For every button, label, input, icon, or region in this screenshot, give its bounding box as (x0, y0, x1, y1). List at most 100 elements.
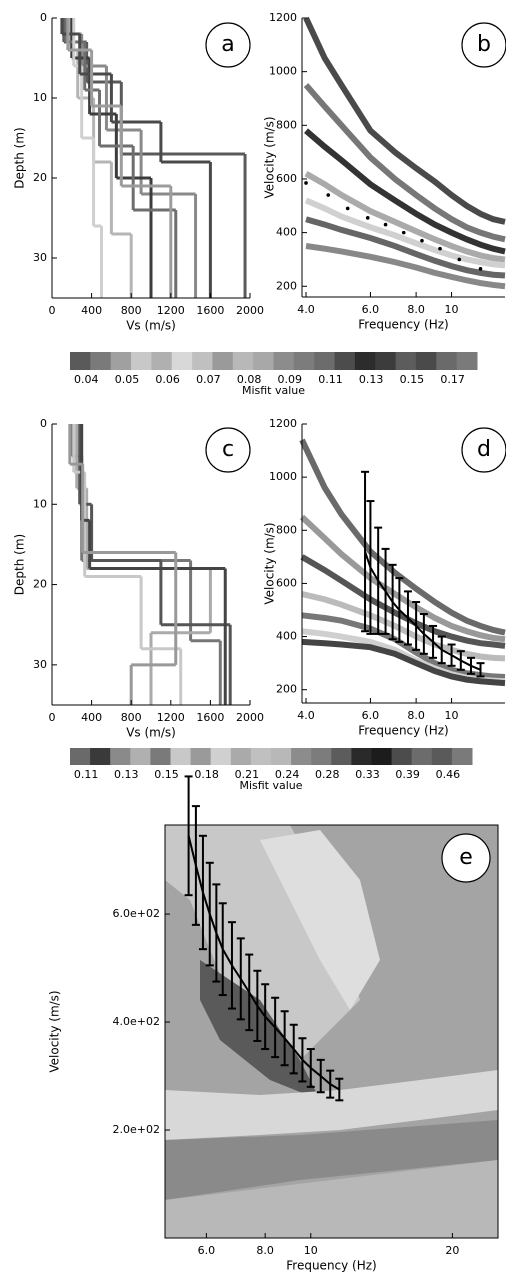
x-tick-label: 2000 (236, 711, 264, 724)
colorbar-cell (90, 748, 111, 765)
y-tick-label: 600 (276, 576, 297, 589)
colorbar-cell (415, 352, 437, 370)
colorbar-cell (110, 352, 132, 370)
x-tick-label: 4.0 (297, 303, 315, 316)
x-axis-label: Vs (m/s) (126, 726, 176, 740)
y-axis-label: Velocity (m/s) (48, 990, 62, 1072)
dispersion-curve (303, 16, 506, 225)
colorbar-cell (150, 748, 171, 765)
colorbar-cell (170, 748, 192, 765)
y-tick-label: 800 (276, 523, 297, 536)
colorbar-label: 0.04 (74, 373, 99, 386)
y-tick-label: 30 (33, 251, 47, 264)
observed-point (345, 206, 350, 211)
y-tick-label: 20 (33, 171, 47, 184)
observed-point (383, 222, 388, 227)
colorbar-cell (253, 352, 274, 370)
x-tick-label: 4.0 (297, 709, 315, 722)
colorbar-label: 0.15 (400, 373, 425, 386)
colorbar-title: Misfit value (239, 779, 302, 792)
panel-label-circle (441, 833, 491, 883)
colorbar-cell (391, 748, 413, 765)
dispersion-curve (304, 128, 506, 255)
y-tick-label: 200 (276, 683, 297, 696)
y-axis-label: Depth (m) (13, 127, 27, 188)
x-tick-label: 1200 (157, 304, 185, 317)
colorbar-cell (375, 352, 397, 370)
colorbar-cell (351, 748, 372, 765)
heatmap-background (165, 825, 498, 1238)
observed-point (420, 238, 424, 243)
colorbar-cell (371, 748, 393, 765)
x-tick-label: 800 (121, 711, 142, 724)
panel-label-circle (205, 22, 251, 68)
y-tick-label: 1000 (269, 470, 297, 483)
colorbar-cell (331, 748, 352, 765)
colorbar-label: 0.24 (275, 768, 300, 781)
panel-label: e (459, 845, 473, 870)
x-tick-label: 10 (304, 1244, 318, 1257)
colorbar-cell (314, 352, 336, 370)
observed-point (365, 216, 370, 220)
colorbar-cell (250, 748, 272, 765)
colorbar-cell (230, 748, 252, 765)
dispersion-curve (303, 83, 506, 243)
x-axis-label: Frequency (Hz) (358, 724, 449, 738)
colorbar-cell (431, 748, 453, 765)
colorbar-cell (395, 352, 417, 370)
y-tick-label: 4.0e+02 (113, 1015, 160, 1028)
y-tick-label: 30 (33, 658, 47, 671)
x-tick-label: 2000 (236, 304, 264, 317)
observed-point (478, 267, 483, 271)
x-axis-label: Frequency (Hz) (358, 318, 449, 332)
y-axis-label: Velocity (m/s) (263, 522, 277, 604)
colorbar-cell (131, 352, 152, 370)
x-tick-label: 400 (81, 304, 102, 317)
colorbar-label: 0.15 (154, 768, 179, 781)
x-tick-label: 8.0 (407, 303, 425, 316)
colorbar-label: 0.21 (235, 768, 260, 781)
colorbar-cell (151, 352, 173, 370)
colorbar-label: 0.07 (196, 373, 221, 386)
colorbar-cell (90, 352, 112, 370)
colorbar-cell (190, 748, 212, 765)
colorbar-cell (293, 352, 315, 370)
dispersion-curve (300, 554, 506, 649)
y-tick-label: 200 (276, 279, 297, 292)
x-tick-label: 6.0 (362, 709, 380, 722)
colorbar-label: 0.33 (355, 768, 380, 781)
x-tick-label: 1600 (196, 304, 224, 317)
x-tick-label: 1200 (157, 711, 185, 724)
panel-label: a (221, 32, 234, 57)
colorbar-label: 0.13 (359, 373, 384, 386)
observed-point (438, 246, 442, 251)
colorbar-label: 0.46 (436, 768, 461, 781)
colorbar-label: 0.28 (315, 768, 340, 781)
y-tick-label: 0 (40, 417, 47, 430)
y-tick-label: 600 (276, 172, 297, 185)
panel-label-circle (461, 22, 506, 68)
dispersion-curve (304, 197, 506, 269)
colorbar-cell (210, 748, 232, 765)
colorbar-cell (171, 352, 193, 370)
x-axis-label: Vs (m/s) (126, 319, 176, 333)
colorbar-cell (192, 352, 213, 370)
colorbar-cell (110, 748, 131, 765)
heatmap-region (200, 960, 320, 1100)
y-tick-label: 1000 (269, 65, 297, 78)
x-tick-label: 20 (445, 1244, 459, 1257)
colorbar-cell (273, 352, 295, 370)
colorbar-cell (232, 352, 254, 370)
x-tick-label: 0 (49, 711, 56, 724)
x-tick-label: 400 (81, 711, 102, 724)
y-tick-label: 0 (40, 11, 47, 24)
observed-point (326, 193, 331, 197)
colorbar-label: 0.06 (155, 373, 180, 386)
y-tick-label: 6.0e+02 (113, 907, 160, 920)
observed-point (304, 181, 308, 185)
dispersion-curve (301, 612, 506, 680)
heatmap-region (165, 1070, 498, 1140)
colorbar-cell (130, 748, 151, 765)
dispersion-curve (305, 243, 506, 290)
panel-label: d (477, 437, 491, 462)
